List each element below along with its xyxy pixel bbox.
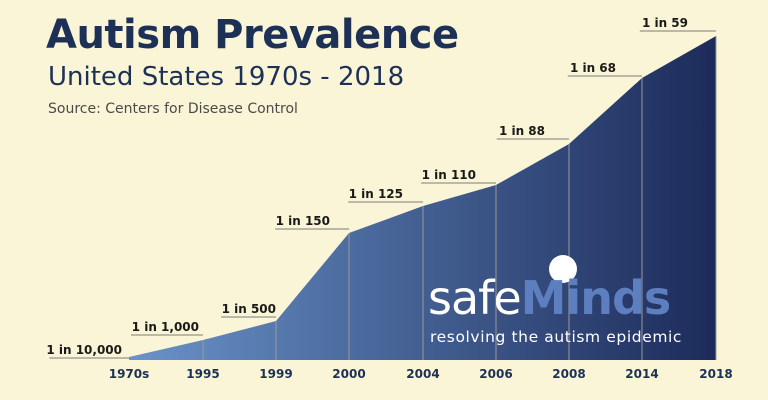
x-tick-2008: 2008 — [552, 367, 585, 381]
data-label-1970s: 1 in 10,000 — [46, 343, 122, 357]
x-tick-2018: 2018 — [699, 367, 732, 381]
x-tick-2006: 2006 — [479, 367, 512, 381]
logo-tagline: resolving the autism epidemic — [430, 328, 683, 346]
data-label-2000: 1 in 150 — [276, 214, 330, 228]
logo-word-safe: safe — [428, 271, 522, 325]
logo-dot-icon — [549, 255, 577, 283]
source-note: Source: Centers for Disease Control — [48, 101, 298, 117]
logo-wordmark: safeMinds — [428, 271, 672, 325]
safeminds-logo: safeMinds resolving the autism epidemic — [428, 254, 728, 354]
x-tick-2004: 2004 — [406, 367, 439, 381]
data-label-1999: 1 in 500 — [222, 302, 276, 316]
chart-subtitle: United States 1970s - 2018 — [48, 62, 405, 92]
data-label-2004: 1 in 125 — [349, 187, 403, 201]
chart-title: Autism Prevalence — [46, 12, 459, 58]
logo-word-minds: Minds — [520, 271, 672, 325]
x-tick-2000: 2000 — [332, 367, 365, 381]
x-tick-1999: 1999 — [259, 367, 292, 381]
data-label-2018: 1 in 59 — [642, 16, 688, 30]
x-tick-1970s: 1970s — [109, 367, 150, 381]
data-label-1995: 1 in 1,000 — [132, 320, 199, 334]
data-label-2014: 1 in 68 — [570, 61, 616, 75]
x-tick-1995: 1995 — [186, 367, 219, 381]
x-tick-2014: 2014 — [625, 367, 658, 381]
data-label-2006: 1 in 110 — [422, 168, 476, 182]
data-label-2008: 1 in 88 — [499, 124, 545, 138]
